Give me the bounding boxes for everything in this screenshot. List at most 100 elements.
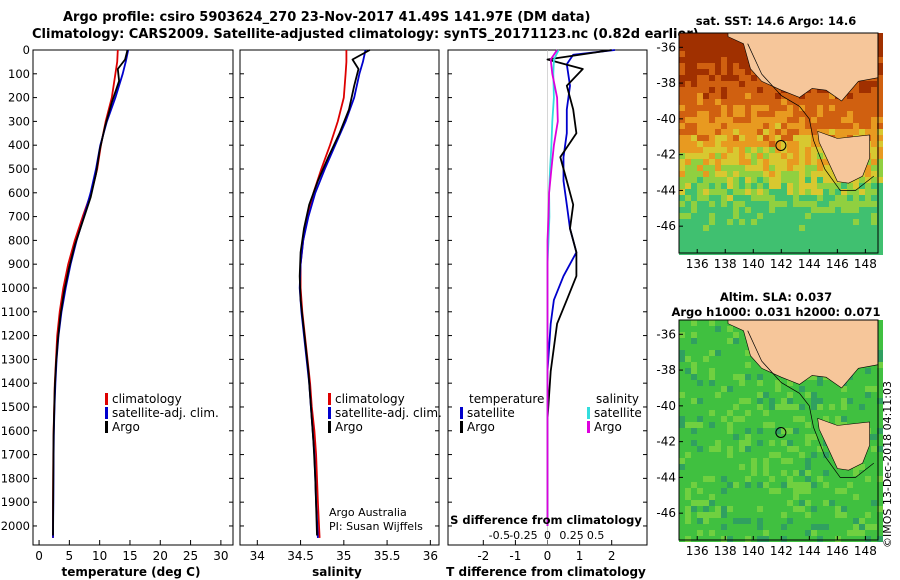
field-cell (805, 410, 811, 416)
field-cell (835, 213, 841, 219)
field-cell (757, 440, 763, 446)
field-cell (871, 512, 877, 518)
field-cell (727, 117, 733, 123)
field-cell (829, 105, 835, 111)
field-cell (715, 39, 721, 45)
field-cell (739, 506, 745, 512)
field-cell (811, 249, 817, 255)
field-cell (835, 201, 841, 207)
field-cell (697, 135, 703, 141)
field-cell (733, 428, 739, 434)
field-cell (745, 512, 751, 518)
field-cell (745, 189, 751, 195)
sla-map-title-2: Argo h1000: 0.031 h2000: 0.071 (671, 305, 880, 319)
field-cell (829, 99, 835, 105)
y-tick-label: 1600 (1, 424, 30, 438)
x-tick-label: 20 (153, 549, 168, 563)
field-cell (697, 69, 703, 75)
field-cell (697, 392, 703, 398)
field-cell (757, 428, 763, 434)
field-cell (715, 410, 721, 416)
x-tick-label: 5 (66, 549, 74, 563)
field-cell (805, 207, 811, 213)
field-cell (787, 482, 793, 488)
field-cell (763, 225, 769, 231)
field-cell (877, 129, 883, 135)
field-cell (805, 530, 811, 536)
field-cell (835, 111, 841, 117)
field-cell (775, 440, 781, 446)
field-cell (757, 434, 763, 440)
field-cell (721, 165, 727, 171)
field-cell (871, 536, 877, 542)
field-cell (715, 231, 721, 237)
field-cell (793, 518, 799, 524)
field-cell (811, 207, 817, 213)
field-cell (685, 470, 691, 476)
field-cell (835, 524, 841, 530)
field-cell (679, 117, 685, 123)
shelf-contour (747, 43, 875, 191)
field-cell (721, 506, 727, 512)
field-cell (703, 470, 709, 476)
x-tick-label: 138 (714, 544, 737, 558)
field-cell (823, 446, 829, 452)
legend-satellite-adj: satellite-adj. clim. (335, 406, 442, 420)
field-cell (751, 398, 757, 404)
field-cell (727, 488, 733, 494)
field-cell (739, 416, 745, 422)
field-cell (739, 488, 745, 494)
field-cell (685, 362, 691, 368)
field-cell (727, 398, 733, 404)
field-cell (823, 452, 829, 458)
field-cell (823, 476, 829, 482)
field-cell (823, 398, 829, 404)
legend-climatology: climatology (112, 392, 182, 406)
field-cell (679, 105, 685, 111)
field-cell (727, 362, 733, 368)
field-cell (685, 416, 691, 422)
field-cell (847, 380, 853, 386)
field-cell (769, 231, 775, 237)
field-cell (847, 231, 853, 237)
field-cell (733, 530, 739, 536)
field-cell (847, 392, 853, 398)
field-cell (841, 195, 847, 201)
field-cell (757, 392, 763, 398)
y-tick-label: 500 (8, 162, 30, 176)
field-cell (745, 129, 751, 135)
field-cell (733, 111, 739, 117)
field-cell (751, 99, 757, 105)
field-cell (871, 404, 877, 410)
field-cell (829, 93, 835, 99)
field-cell (739, 440, 745, 446)
field-cell (775, 500, 781, 506)
field-cell (865, 416, 871, 422)
field-cell (721, 530, 727, 536)
field-cell (709, 410, 715, 416)
field-cell (781, 165, 787, 171)
field-cell (745, 141, 751, 147)
field-cell (823, 195, 829, 201)
field-cell (769, 171, 775, 177)
field-cell (679, 75, 685, 81)
field-cell (847, 398, 853, 404)
field-cell (691, 458, 697, 464)
field-cell (757, 177, 763, 183)
field-cell (721, 464, 727, 470)
field-cell (739, 153, 745, 159)
field-cell (841, 518, 847, 524)
field-cell (727, 452, 733, 458)
field-cell (799, 398, 805, 404)
field-cell (721, 45, 727, 51)
field-cell (877, 524, 883, 530)
field-cell (733, 446, 739, 452)
x2-tick-label: 0.25 (559, 529, 584, 542)
field-cell (751, 249, 757, 255)
field-cell (763, 177, 769, 183)
field-cell (811, 237, 817, 243)
field-cell (751, 219, 757, 225)
field-cell (685, 440, 691, 446)
map-frame (678, 319, 879, 541)
field-cell (811, 201, 817, 207)
